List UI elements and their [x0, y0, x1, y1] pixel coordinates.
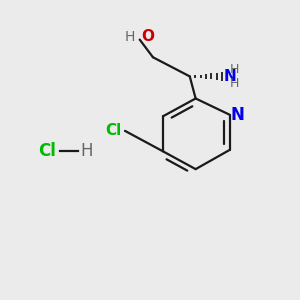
Text: O: O: [141, 29, 154, 44]
Text: Cl: Cl: [105, 123, 121, 138]
Text: H: H: [230, 62, 239, 76]
Text: H: H: [125, 30, 135, 44]
Text: N: N: [224, 69, 236, 84]
Text: H: H: [80, 142, 93, 160]
Text: Cl: Cl: [38, 142, 56, 160]
Text: N: N: [231, 106, 245, 124]
Text: H: H: [230, 77, 239, 90]
